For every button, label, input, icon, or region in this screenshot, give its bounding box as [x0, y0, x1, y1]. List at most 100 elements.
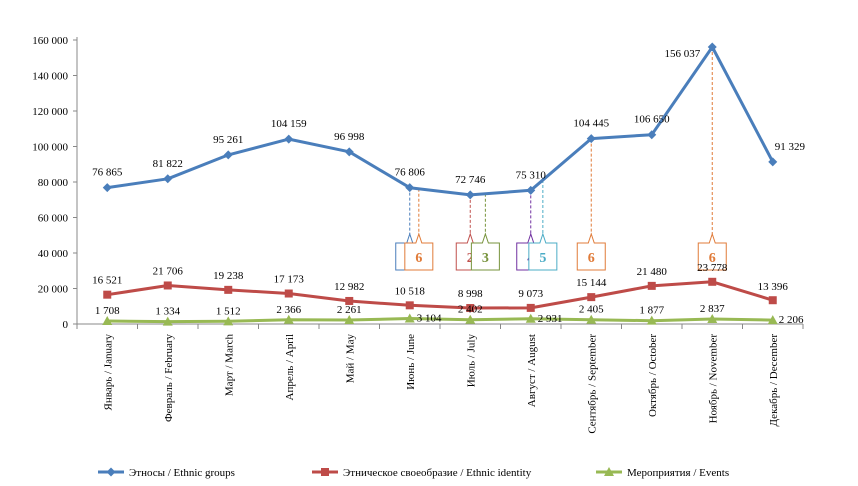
series-point — [162, 316, 173, 326]
data-label: 19 238 — [213, 270, 244, 282]
data-label: 76 806 — [395, 167, 426, 179]
data-label: 1 708 — [95, 305, 120, 317]
legend-label: Этническое своеобразие / Ethnic identity — [343, 467, 532, 479]
data-label: 8 998 — [458, 288, 483, 300]
x-tick-label: Сентябрь / September — [586, 334, 598, 434]
y-axis: 0 20 000 40 000 60 000 80 000 100 000 120 000 1… — [32, 35, 78, 331]
series-lines — [102, 42, 778, 326]
series-point — [344, 147, 354, 157]
data-label: 96 998 — [334, 131, 365, 143]
data-label: 106 650 — [634, 114, 670, 126]
x-tick-label: Июль / July — [465, 334, 477, 388]
series-point — [163, 281, 172, 290]
x-tick-label: Апрель / April — [284, 334, 296, 401]
series-point — [767, 315, 778, 325]
data-label: 2 206 — [779, 314, 804, 326]
series-point — [163, 174, 173, 184]
series-point — [647, 130, 657, 140]
series-point — [465, 314, 476, 324]
legend: Этносы / Ethnic groups Этническое своеобр… — [98, 467, 729, 479]
data-label: 17 173 — [274, 274, 305, 286]
y-tick-label: 0 — [63, 319, 69, 331]
series-line — [107, 45, 775, 197]
data-label: 156 037 — [665, 48, 701, 60]
callout-box — [697, 232, 727, 271]
y-tick-label: 100 000 — [32, 142, 68, 154]
data-label: 81 822 — [153, 158, 183, 170]
series-point — [708, 277, 717, 286]
x-tick-label: Июнь / June — [405, 334, 417, 390]
series-point — [526, 185, 536, 195]
series-point — [321, 468, 329, 476]
series-point — [526, 303, 535, 312]
callout-box — [470, 232, 500, 271]
data-label: 12 982 — [334, 281, 364, 293]
y-tick-label: 20 000 — [38, 284, 69, 296]
data-label: 1 512 — [216, 305, 241, 317]
data-label: 16 521 — [92, 275, 122, 287]
series-point — [647, 281, 656, 290]
series-point — [604, 467, 614, 476]
data-label: 75 310 — [516, 169, 547, 181]
series-point — [707, 42, 717, 52]
data-label: 21 706 — [153, 265, 184, 277]
series-point — [223, 316, 234, 326]
series-point — [106, 467, 116, 477]
series-point — [587, 293, 596, 302]
data-label: 2 261 — [337, 304, 362, 316]
series-point — [405, 301, 414, 310]
series-point — [284, 134, 294, 144]
x-tick-label: Ноябрь / November — [707, 334, 719, 424]
callout-number: 6 — [588, 251, 595, 266]
callouts: 16234566 — [395, 47, 727, 271]
series-point — [102, 315, 113, 325]
y-tick-label: 60 000 — [38, 213, 69, 225]
series-point — [465, 190, 475, 200]
data-label: 2 931 — [538, 313, 563, 325]
x-tick-label: Январь / January — [102, 334, 114, 411]
x-tick-label: Август / August — [526, 334, 538, 407]
data-label: 2 366 — [276, 304, 301, 316]
series-point — [102, 183, 112, 193]
y-tick-label: 120 000 — [32, 106, 68, 118]
callout-number: 2 — [467, 251, 474, 266]
data-label: 91 329 — [775, 141, 806, 153]
series-point — [525, 313, 536, 323]
callout-box — [528, 232, 558, 271]
callout-number: 5 — [539, 251, 546, 266]
x-tick-label: Март / March — [223, 334, 235, 397]
data-label: 21 480 — [637, 266, 668, 278]
x-axis: Январь / January Февраль / February Март /… — [76, 323, 804, 434]
series-point — [707, 313, 718, 323]
series-point — [405, 183, 415, 193]
data-label: 95 261 — [213, 134, 243, 146]
data-label: 1 334 — [155, 306, 180, 318]
x-tick-label: Май / May — [344, 334, 356, 384]
data-label: 15 144 — [576, 277, 607, 289]
y-tick-label: 80 000 — [38, 177, 69, 189]
data-label: 1 877 — [639, 305, 664, 317]
legend-label: Этносы / Ethnic groups — [129, 467, 235, 479]
data-label: 104 159 — [271, 118, 307, 130]
callout-box — [404, 232, 434, 271]
series-point — [466, 304, 475, 313]
x-tick-label: Октябрь / October — [647, 334, 659, 417]
data-label: 13 396 — [758, 281, 789, 293]
series-point — [768, 157, 778, 167]
y-tick-label: 140 000 — [32, 71, 68, 83]
series-point — [646, 315, 657, 325]
callout-number: 6 — [415, 251, 422, 266]
series-line — [107, 317, 773, 324]
data-label: 2 402 — [458, 304, 483, 316]
data-label: 10 518 — [395, 285, 426, 297]
series-point — [586, 134, 596, 144]
series-line — [107, 280, 774, 310]
series-point — [404, 313, 415, 323]
series-point — [344, 314, 355, 324]
series-point — [345, 296, 354, 305]
series-point — [768, 296, 777, 305]
data-labels: 76 865 81 822 95 261 104 159 96 998 76 806 72 … — [92, 48, 805, 326]
callout-box — [576, 232, 606, 271]
data-label: 23 778 — [697, 262, 728, 274]
